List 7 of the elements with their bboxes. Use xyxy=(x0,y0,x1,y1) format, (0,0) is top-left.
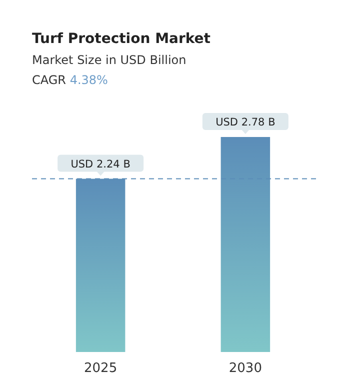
chart-title: Turf Protection Market xyxy=(32,31,211,47)
x-tick-label: 2030 xyxy=(228,361,262,376)
x-tick-label: 2025 xyxy=(84,361,118,376)
data-label: USD 2.78 B xyxy=(216,116,276,128)
chart-subtitle: Market Size in USD Billion xyxy=(32,53,186,67)
text: CAGR 4.38% xyxy=(32,73,108,87)
data-label: USD 2.24 B xyxy=(70,158,130,170)
